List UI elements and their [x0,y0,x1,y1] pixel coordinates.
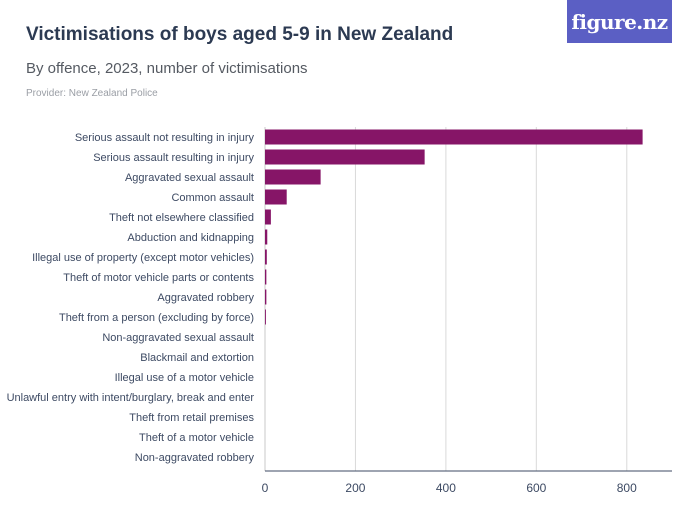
x-tick-label: 400 [436,481,456,495]
chart-title: Victimisations of boys aged 5-9 in New Z… [26,24,454,45]
figure-nz-logo[interactable]: figure.nz [567,0,672,43]
category-label: Illegal use of property (except motor ve… [32,252,254,264]
category-label: Non-aggravated robbery [135,452,255,464]
x-tick-label: 600 [526,481,546,495]
x-tick-label: 0 [262,481,269,495]
chart-subtitle: By offence, 2023, number of victimisatio… [26,60,308,77]
category-label: Theft of motor vehicle parts or contents [63,272,254,284]
bar [265,289,267,305]
bar [265,169,321,185]
x-tick-label: 800 [617,481,637,495]
bar [265,269,267,285]
bar [265,309,266,325]
category-label: Theft of a motor vehicle [139,432,254,444]
bar [265,149,425,165]
bar [265,249,267,265]
bar [265,189,287,205]
bar [265,209,271,225]
category-label: Serious assault not resulting in injury [75,132,255,144]
category-label: Aggravated robbery [157,292,254,304]
category-label: Unlawful entry with intent/burglary, bre… [7,392,255,404]
category-label: Theft from a person (excluding by force) [59,312,254,324]
category-label: Blackmail and extortion [140,352,254,364]
x-tick-label: 200 [345,481,365,495]
data-provider: Provider: New Zealand Police [26,88,158,99]
category-label: Illegal use of a motor vehicle [115,372,254,384]
category-label: Theft not elsewhere classified [109,212,254,224]
category-label: Serious assault resulting in injury [93,152,254,164]
category-label: Common assault [171,192,254,204]
category-label: Abduction and kidnapping [127,232,254,244]
bar [265,229,268,245]
category-label: Non-aggravated sexual assault [102,332,254,344]
bar [265,129,643,145]
category-label: Aggravated sexual assault [125,172,254,184]
category-label: Theft from retail premises [129,412,254,424]
